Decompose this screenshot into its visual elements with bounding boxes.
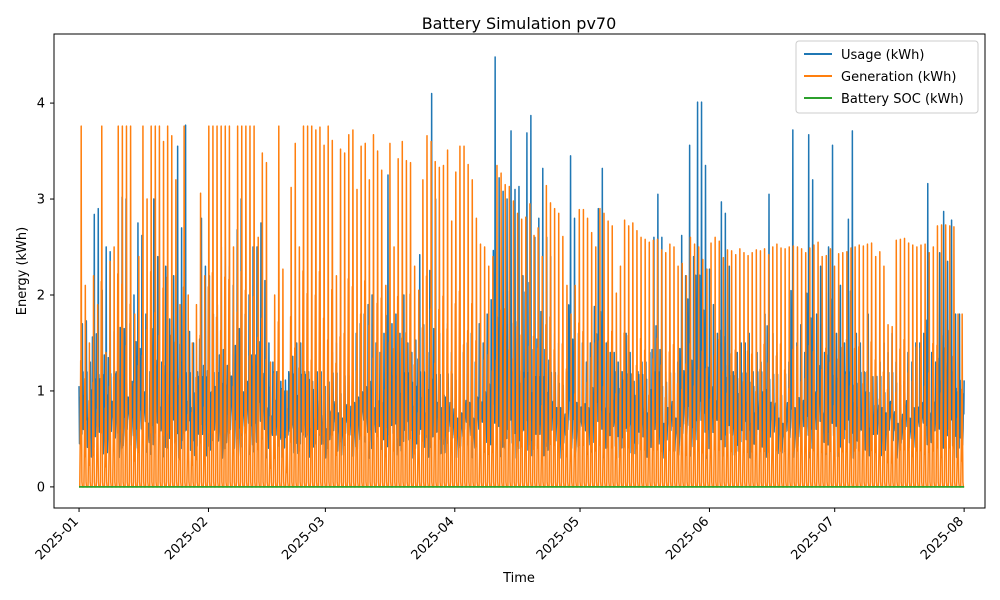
- x-axis-title: Time: [502, 571, 535, 586]
- series-line-generation: [79, 125, 965, 488]
- y-tick-label: 4: [37, 97, 45, 112]
- legend-label: Generation (kWh): [841, 70, 956, 85]
- y-tick-label: 1: [37, 384, 45, 399]
- series-layer: [78, 56, 965, 488]
- legend: Usage (kWh) Generation (kWh) Battery SOC (…: [795, 40, 979, 114]
- y-axis-title: Energy (kWh): [15, 227, 30, 315]
- plot-frame: [53, 33, 986, 509]
- y-tick-label: 3: [37, 193, 45, 208]
- y-axis: 0 1 2 3 4: [37, 97, 54, 495]
- y-tick-label: 0: [37, 480, 45, 495]
- legend-box: [795, 40, 979, 114]
- chart-title: Battery Simulation pv70: [422, 14, 617, 33]
- legend-label: Usage (kWh): [841, 48, 924, 63]
- y-tick-label: 2: [37, 288, 45, 303]
- legend-label: Battery SOC (kWh): [841, 92, 964, 107]
